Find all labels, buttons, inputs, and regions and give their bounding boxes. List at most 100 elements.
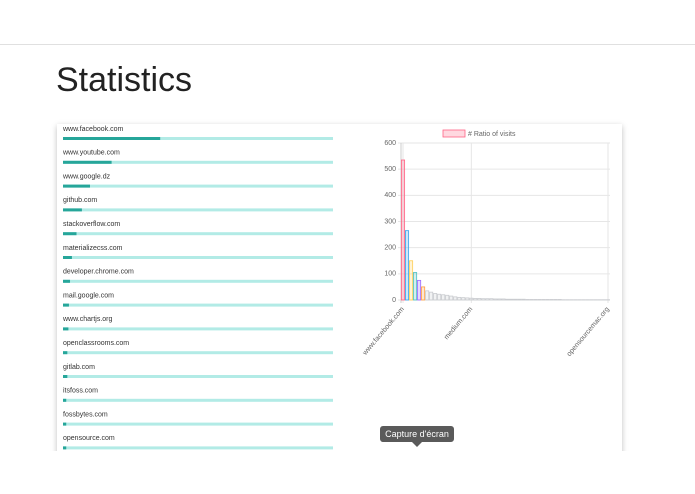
bar — [485, 298, 490, 301]
progress-track — [63, 422, 333, 426]
progress-fill — [63, 160, 112, 164]
progress-fill — [63, 375, 68, 378]
progress-track — [63, 232, 333, 236]
bar — [489, 298, 494, 301]
bar — [525, 299, 530, 301]
progress-track — [63, 375, 333, 378]
bar — [557, 299, 562, 301]
bar — [453, 296, 458, 301]
bar — [521, 298, 526, 301]
progress-fill — [63, 351, 68, 355]
site-name: www.google.dz — [62, 173, 111, 180]
site-name: fossbytes.com — [63, 411, 108, 418]
progress-track — [63, 279, 333, 283]
site-name: developer.chrome.com — [63, 269, 134, 276]
progress-fill — [63, 446, 67, 450]
y-tick-label: 500 — [384, 166, 396, 173]
bar — [473, 298, 478, 301]
bar — [429, 291, 434, 301]
bar — [513, 298, 518, 301]
card — [57, 124, 622, 464]
bar — [545, 299, 550, 301]
progress-fill — [63, 422, 67, 426]
progress-track — [63, 446, 333, 450]
bar — [465, 297, 470, 301]
tooltip: Capture d'écran — [380, 426, 454, 447]
site-name: www.chartjs.org — [62, 316, 113, 323]
y-tick-label: 600 — [384, 140, 396, 147]
tooltip-arrow — [412, 442, 422, 447]
progress-track — [63, 303, 333, 307]
progress-track — [63, 327, 333, 331]
bar — [541, 299, 546, 301]
bar — [481, 298, 486, 301]
bar — [505, 298, 510, 301]
progress-fill — [63, 184, 90, 188]
bar — [497, 298, 502, 301]
bar — [529, 299, 534, 301]
progress-fill — [63, 327, 69, 331]
bar — [461, 297, 466, 301]
bar — [441, 294, 446, 301]
bar — [421, 286, 426, 301]
bar — [425, 290, 430, 301]
site-name: stackoverflow.com — [63, 221, 120, 228]
page-title: Statistics — [56, 61, 192, 99]
bar — [493, 298, 498, 301]
site-name: gitlab.com — [63, 364, 95, 371]
bar — [457, 296, 462, 301]
progress-track — [63, 351, 333, 355]
bar — [433, 293, 438, 301]
legend-label: # Ratio of visits — [468, 131, 516, 138]
progress-fill — [63, 303, 69, 307]
tooltip-box — [380, 426, 454, 442]
bar — [405, 230, 410, 301]
bar — [445, 294, 450, 301]
y-tick-label: 400 — [384, 192, 396, 199]
progress-fill — [63, 256, 72, 259]
tooltip-text: Capture d'écran — [385, 429, 449, 439]
bar — [549, 299, 554, 301]
site-name: materializecss.com — [63, 245, 123, 252]
bar — [409, 260, 414, 301]
site-name: github.com — [63, 197, 97, 204]
progress-fill — [63, 232, 77, 236]
site-name: www.facebook.com — [62, 126, 123, 133]
bar — [417, 279, 422, 301]
site-name: mail.google.com — [63, 292, 114, 299]
bar — [517, 298, 522, 301]
progress-track — [63, 160, 333, 164]
progress-track — [63, 208, 333, 212]
bar — [509, 298, 514, 301]
bar — [537, 299, 542, 301]
bar — [449, 295, 454, 301]
legend-swatch — [442, 129, 466, 138]
bar — [553, 299, 558, 301]
progress-fill — [63, 208, 82, 212]
progress-fill — [63, 137, 161, 140]
bar — [533, 299, 538, 301]
progress-track — [63, 256, 333, 259]
bar — [437, 293, 442, 301]
site-name: itsfoss.com — [63, 388, 98, 395]
bar — [477, 298, 482, 301]
bar — [413, 272, 418, 301]
progress-track — [63, 398, 333, 402]
site-name: www.youtube.com — [62, 150, 120, 157]
y-tick-label: 100 — [384, 271, 396, 278]
y-tick-label: 300 — [384, 218, 396, 225]
progress-fill — [63, 279, 71, 283]
bar — [469, 297, 474, 301]
bar — [501, 298, 506, 301]
page-bottom — [0, 451, 695, 494]
y-tick-label: 0 — [392, 297, 396, 304]
progress-track — [63, 137, 333, 140]
site-name: opensource.com — [63, 435, 115, 442]
y-tick-label: 200 — [384, 245, 396, 252]
progress-track — [63, 184, 333, 188]
bar — [401, 159, 406, 301]
site-name: openclassrooms.com — [63, 340, 129, 347]
progress-fill — [63, 398, 67, 402]
